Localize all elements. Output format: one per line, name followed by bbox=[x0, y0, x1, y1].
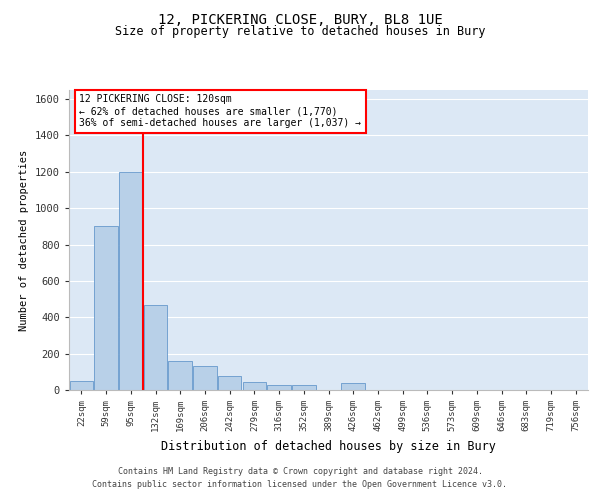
Bar bbox=[144, 304, 167, 390]
Bar bbox=[292, 386, 316, 390]
Bar bbox=[268, 386, 291, 390]
X-axis label: Distribution of detached houses by size in Bury: Distribution of detached houses by size … bbox=[161, 440, 496, 452]
Bar bbox=[169, 361, 192, 390]
Text: 12, PICKERING CLOSE, BURY, BL8 1UE: 12, PICKERING CLOSE, BURY, BL8 1UE bbox=[158, 12, 442, 26]
Y-axis label: Number of detached properties: Number of detached properties bbox=[19, 150, 29, 330]
Text: Contains public sector information licensed under the Open Government Licence v3: Contains public sector information licen… bbox=[92, 480, 508, 489]
Text: Size of property relative to detached houses in Bury: Size of property relative to detached ho… bbox=[115, 25, 485, 38]
Bar bbox=[242, 382, 266, 390]
Text: Contains HM Land Registry data © Crown copyright and database right 2024.: Contains HM Land Registry data © Crown c… bbox=[118, 467, 482, 476]
Bar bbox=[193, 366, 217, 390]
Bar bbox=[70, 381, 93, 390]
Bar bbox=[94, 226, 118, 390]
Bar bbox=[341, 382, 365, 390]
Text: 12 PICKERING CLOSE: 120sqm
← 62% of detached houses are smaller (1,770)
36% of s: 12 PICKERING CLOSE: 120sqm ← 62% of deta… bbox=[79, 94, 361, 128]
Bar bbox=[218, 376, 241, 390]
Bar bbox=[119, 172, 143, 390]
